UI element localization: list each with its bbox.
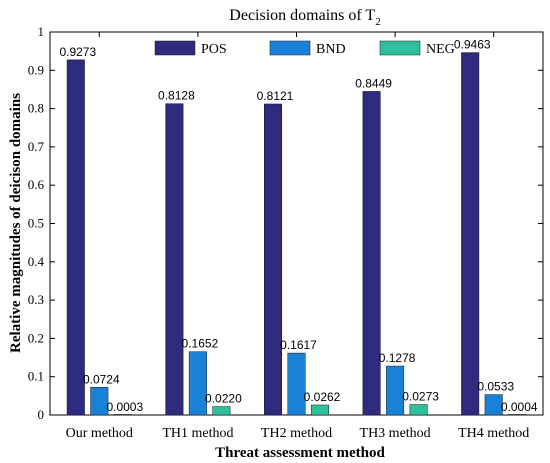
data-label: 0.8449 (355, 76, 392, 90)
bar-neg (409, 404, 428, 416)
legend-swatch-pos (154, 40, 196, 56)
x-axis-label: Threat assessment method (215, 445, 385, 461)
bar-bnd (484, 394, 503, 416)
bar-neg (508, 414, 527, 416)
y-tick-label: 0.9 (28, 62, 44, 77)
bar-neg (113, 414, 132, 416)
y-tick-label: 0.1 (28, 369, 44, 384)
y-tick-label: 0 (38, 407, 45, 422)
data-label: 0.0003 (106, 400, 143, 414)
data-label: 0.0262 (304, 390, 341, 404)
bar-bnd (386, 365, 405, 416)
bar-neg (311, 404, 329, 416)
y-tick-label: 0.5 (28, 216, 44, 231)
x-tick-label: TH2 method (261, 426, 332, 441)
data-label: 0.0220 (205, 392, 242, 406)
y-tick-label: 0.8 (28, 101, 44, 116)
data-label: 0.1278 (379, 351, 416, 365)
x-tick-label: Our method (66, 426, 133, 441)
y-tick-label: 0.2 (28, 330, 44, 345)
plot-area: 0 0.1 0.2 0.3 0.4 0.5 0.6 0.7 0.8 0.9 1 Our method 0… (28, 24, 544, 441)
y-tick-label: 0.6 (28, 177, 45, 192)
y-tick-label: 1 (38, 24, 45, 39)
x-tick-label: TH1 method (162, 426, 233, 441)
bar-bnd (188, 351, 207, 416)
legend-label-pos: POS (201, 42, 227, 57)
y-tick-label: 0.3 (28, 292, 44, 307)
x-tick-label: TH3 method (360, 426, 431, 441)
data-label: 0.8121 (257, 89, 294, 103)
y-tick-label: 0.4 (28, 254, 45, 269)
legend-label-neg: NEG (426, 42, 455, 57)
legend-swatch-bnd (269, 40, 311, 56)
bar-pos (362, 91, 381, 416)
data-label: 0.0533 (477, 380, 514, 394)
y-axis-label: Relative magnitudes of deicison domains (8, 93, 24, 353)
bar-pos (165, 103, 184, 416)
data-label: 0.9273 (59, 45, 96, 59)
data-label: 0.1652 (182, 337, 219, 351)
bar-pos (461, 52, 480, 416)
x-tick-label: TH4 method (458, 426, 529, 441)
data-label: 0.9463 (454, 38, 491, 52)
bar-neg (212, 406, 231, 416)
data-label: 0.0724 (83, 372, 120, 386)
bar-bnd (287, 352, 306, 416)
data-label: 0.1617 (280, 338, 317, 352)
legend-swatch-neg (379, 40, 421, 56)
bar-bnd (90, 387, 109, 416)
data-label: 0.8128 (158, 89, 195, 103)
bar-pos (66, 59, 85, 416)
chart-title: Decision domains of T2 (229, 7, 380, 28)
data-label: 0.0273 (402, 390, 439, 404)
bar-pos (264, 103, 282, 416)
y-tick-label: 0.7 (28, 139, 45, 154)
data-label: 0.0004 (501, 400, 538, 414)
legend-label-bnd: BND (316, 42, 346, 57)
